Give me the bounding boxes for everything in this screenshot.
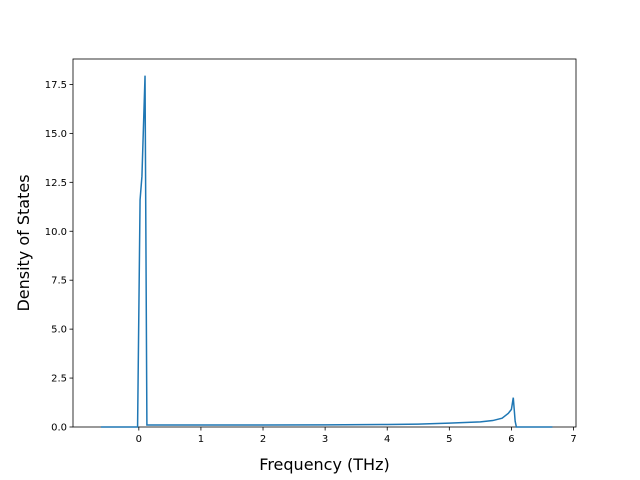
y-tick-label: 7.5 (51, 276, 67, 287)
x-tick-label: 0 (136, 434, 142, 445)
x-tick-label: 5 (446, 434, 452, 445)
y-tick-label: 0.0 (51, 423, 67, 434)
x-tick-label: 3 (322, 434, 328, 445)
x-tick-label: 6 (508, 434, 514, 445)
axes-frame (72, 58, 577, 428)
y-axis-label: Density of States (14, 174, 33, 311)
x-axis-label: Frequency (THz) (259, 455, 389, 474)
y-tick-label: 15.0 (45, 129, 67, 140)
x-tick-label: 4 (384, 434, 390, 445)
x-tick-label: 2 (260, 434, 266, 445)
y-tick-label: 17.5 (45, 80, 67, 91)
y-tick-label: 10.0 (45, 227, 67, 238)
x-tick-label: 7 (570, 434, 576, 445)
line-series (100, 75, 553, 428)
y-tick-label: 12.5 (45, 178, 67, 189)
y-tick-label: 2.5 (51, 374, 67, 385)
y-tick-label: 5.0 (51, 325, 67, 336)
x-tick-label: 1 (198, 434, 204, 445)
